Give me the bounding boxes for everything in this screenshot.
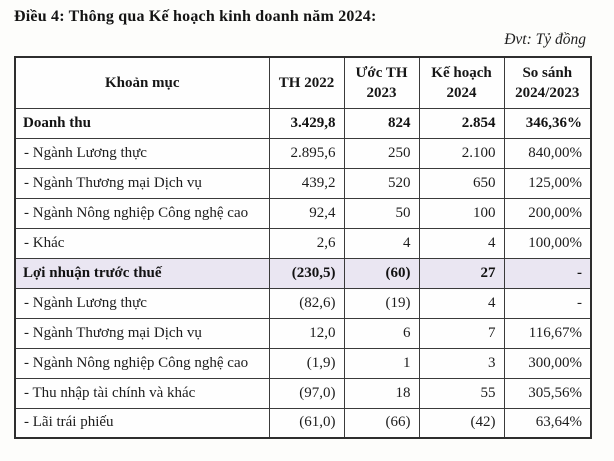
cell-value: -	[503, 257, 592, 289]
column-header: TH 2022	[268, 56, 345, 109]
cell-value: 27	[418, 257, 505, 289]
row-label: - Ngành Lương thực	[14, 137, 270, 169]
header-row: Khoản mục TH 2022 Ước TH 2023 Kế hoạch 2024…	[14, 56, 592, 109]
cell-value: (42)	[418, 407, 505, 439]
cell-value: (97,0)	[268, 377, 345, 409]
table-row: - Thu nhập tài chính và khác (97,0) 18 5…	[14, 377, 592, 409]
table-row: - Ngành Thương mại Dịch vụ 12,0 6 7 116,…	[14, 317, 592, 349]
table-row: - Ngành Nông nghiệp Công nghệ cao 92,4 5…	[14, 197, 592, 229]
cell-value: 520	[343, 167, 420, 199]
cell-value: 439,2	[268, 167, 345, 199]
row-label: Doanh thu	[14, 107, 270, 139]
row-label: - Ngành Nông nghiệp Công nghệ cao	[14, 347, 270, 379]
row-label: - Ngành Nông nghiệp Công nghệ cao	[14, 197, 270, 229]
unit-note: Đvt: Tỷ đồng	[504, 31, 586, 48]
cell-value: 300,00%	[503, 347, 592, 379]
row-label: - Ngành Thương mại Dịch vụ	[14, 317, 270, 349]
cell-value: -	[503, 287, 592, 319]
table-row: Lợi nhuận trước thuế (230,5) (60) 27 -	[14, 257, 592, 289]
row-label: - Lãi trái phiếu	[14, 407, 270, 439]
row-label: Lợi nhuận trước thuế	[14, 257, 270, 289]
table-row: - Ngành Lương thực 2.895,6 250 2.100 840…	[14, 137, 592, 169]
cell-value: 2,6	[268, 227, 345, 259]
cell-value: 305,56%	[503, 377, 592, 409]
cell-value: (82,6)	[268, 287, 345, 319]
table-body: Doanh thu 3.429,8 824 2.854 346,36% - Ng…	[14, 107, 592, 439]
table-row: Doanh thu 3.429,8 824 2.854 346,36%	[14, 107, 592, 139]
row-label: - Ngành Lương thực	[14, 287, 270, 319]
cell-value: 2.100	[418, 137, 505, 169]
table-row: - Lãi trái phiếu (61,0) (66) (42) 63,64%	[14, 407, 592, 439]
cell-value: 12,0	[268, 317, 345, 349]
column-header: Ước TH 2023	[343, 56, 420, 109]
cell-value: 7	[418, 317, 505, 349]
column-header: Khoản mục	[14, 56, 270, 109]
cell-value: 125,00%	[503, 167, 592, 199]
cell-value: (19)	[343, 287, 420, 319]
column-header: Kế hoạch 2024	[418, 56, 505, 109]
business-plan-table: Khoản mục TH 2022 Ước TH 2023 Kế hoạch 2024…	[14, 56, 592, 439]
row-label: - Ngành Thương mại Dịch vụ	[14, 167, 270, 199]
column-header: So sánh 2024/2023	[503, 56, 592, 109]
cell-value: 4	[418, 287, 505, 319]
cell-value: 2.854	[418, 107, 505, 139]
cell-value: (1,9)	[268, 347, 345, 379]
cell-value: (61,0)	[268, 407, 345, 439]
cell-value: 100,00%	[503, 227, 592, 259]
cell-value: 55	[418, 377, 505, 409]
cell-value: (60)	[343, 257, 420, 289]
row-label: - Khác	[14, 227, 270, 259]
cell-value: 3.429,8	[268, 107, 345, 139]
table-row: - Khác 2,6 4 4 100,00%	[14, 227, 592, 259]
cell-value: (230,5)	[268, 257, 345, 289]
cell-value: 1	[343, 347, 420, 379]
cell-value: 2.895,6	[268, 137, 345, 169]
cell-value: 346,36%	[503, 107, 592, 139]
cell-value: 250	[343, 137, 420, 169]
cell-value: 63,64%	[503, 407, 592, 439]
cell-value: 4	[343, 227, 420, 259]
cell-value: 824	[343, 107, 420, 139]
cell-value: 840,00%	[503, 137, 592, 169]
cell-value: 6	[343, 317, 420, 349]
cell-value: 200,00%	[503, 197, 592, 229]
table-row: - Ngành Lương thực (82,6) (19) 4 -	[14, 287, 592, 319]
cell-value: (66)	[343, 407, 420, 439]
cell-value: 50	[343, 197, 420, 229]
table-row: - Ngành Nông nghiệp Công nghệ cao (1,9) …	[14, 347, 592, 379]
cell-value: 3	[418, 347, 505, 379]
cell-value: 18	[343, 377, 420, 409]
page-title: Điều 4: Thông qua Kế hoạch kinh doanh nă…	[14, 8, 377, 25]
row-label: - Thu nhập tài chính và khác	[14, 377, 270, 409]
cell-value: 650	[418, 167, 505, 199]
cell-value: 100	[418, 197, 505, 229]
cell-value: 92,4	[268, 197, 345, 229]
cell-value: 116,67%	[503, 317, 592, 349]
table-row: - Ngành Thương mại Dịch vụ 439,2 520 650…	[14, 167, 592, 199]
cell-value: 4	[418, 227, 505, 259]
